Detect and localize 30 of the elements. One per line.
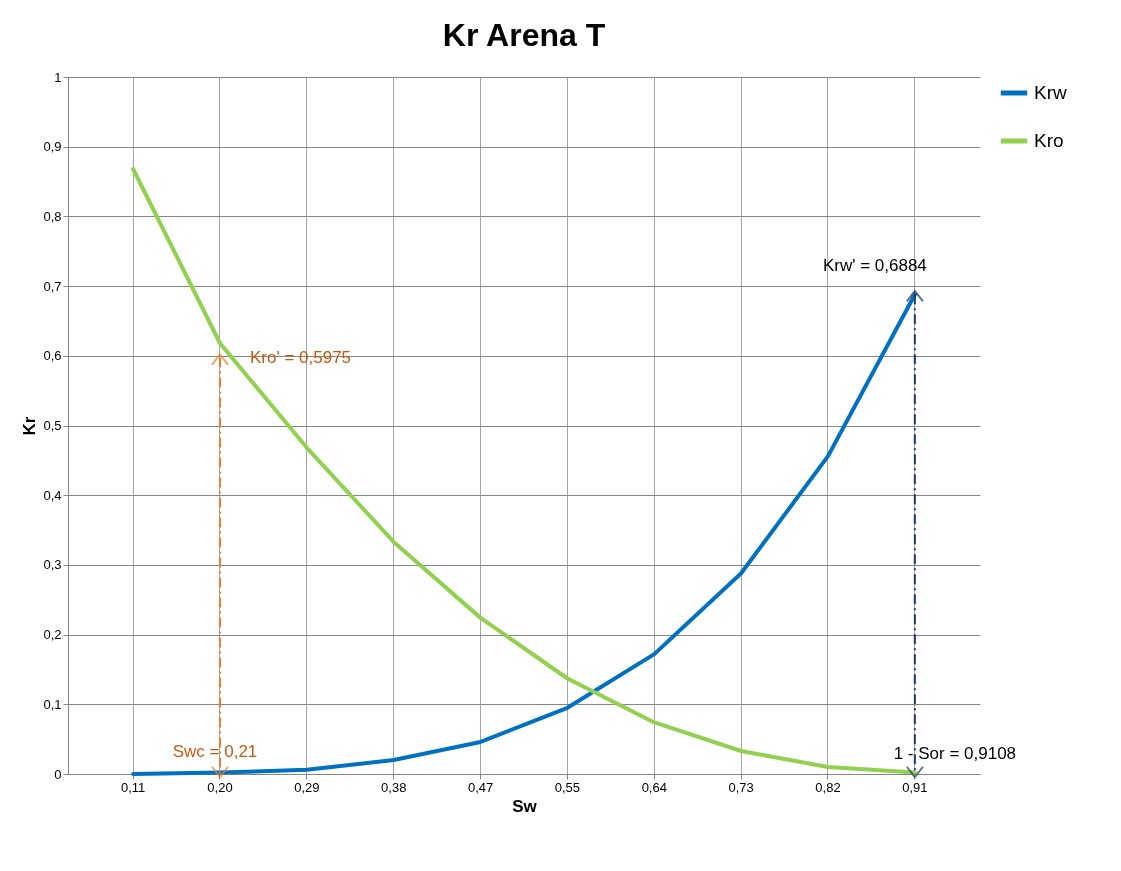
annotation: Swc = 0,21 <box>172 742 258 761</box>
x-tick-label: 0,20 <box>207 779 233 795</box>
x-tick-label: 0,73 <box>728 779 754 795</box>
legend-label: Krw <box>1034 82 1067 103</box>
x-tick-label: 0,82 <box>815 779 841 795</box>
y-tick-label: 0,1 <box>43 696 62 712</box>
y-tick-label: 0,8 <box>43 208 62 224</box>
annotation: Kro' = 0,5975 <box>250 347 352 367</box>
y-tick-label: 0,6 <box>43 348 62 364</box>
y-tick-label: 0,4 <box>43 487 62 503</box>
y-tick-label: 0 <box>54 766 62 782</box>
y-tick-label: 0,9 <box>43 139 62 155</box>
y-tick-label: 0,2 <box>43 627 62 643</box>
legend-label: Kro <box>1034 130 1064 151</box>
y-tick-label: 0,3 <box>43 557 62 573</box>
x-tick-label: 0,55 <box>554 779 581 795</box>
x-tick-label: 0,29 <box>294 779 320 795</box>
y-tick-label: 0,7 <box>43 278 62 294</box>
x-axis-title: Sw <box>512 796 538 816</box>
x-tick-label: 0,47 <box>467 779 494 795</box>
y-axis-title: Kr <box>20 416 40 436</box>
x-tick-label: 0,38 <box>381 779 407 795</box>
x-tick-label: 0,91 <box>902 779 928 795</box>
x-tick-label: 0,64 <box>641 779 667 795</box>
x-tick-label: 0,11 <box>120 779 146 795</box>
y-tick-label: 0,5 <box>43 418 62 433</box>
annotation: Krw' = 0,6884 <box>822 256 927 276</box>
y-tick-label: 1 <box>54 69 62 85</box>
annotation: 1 - Sor = 0,9108 <box>893 744 1017 763</box>
chart-title: Kr Arena T <box>442 17 606 53</box>
